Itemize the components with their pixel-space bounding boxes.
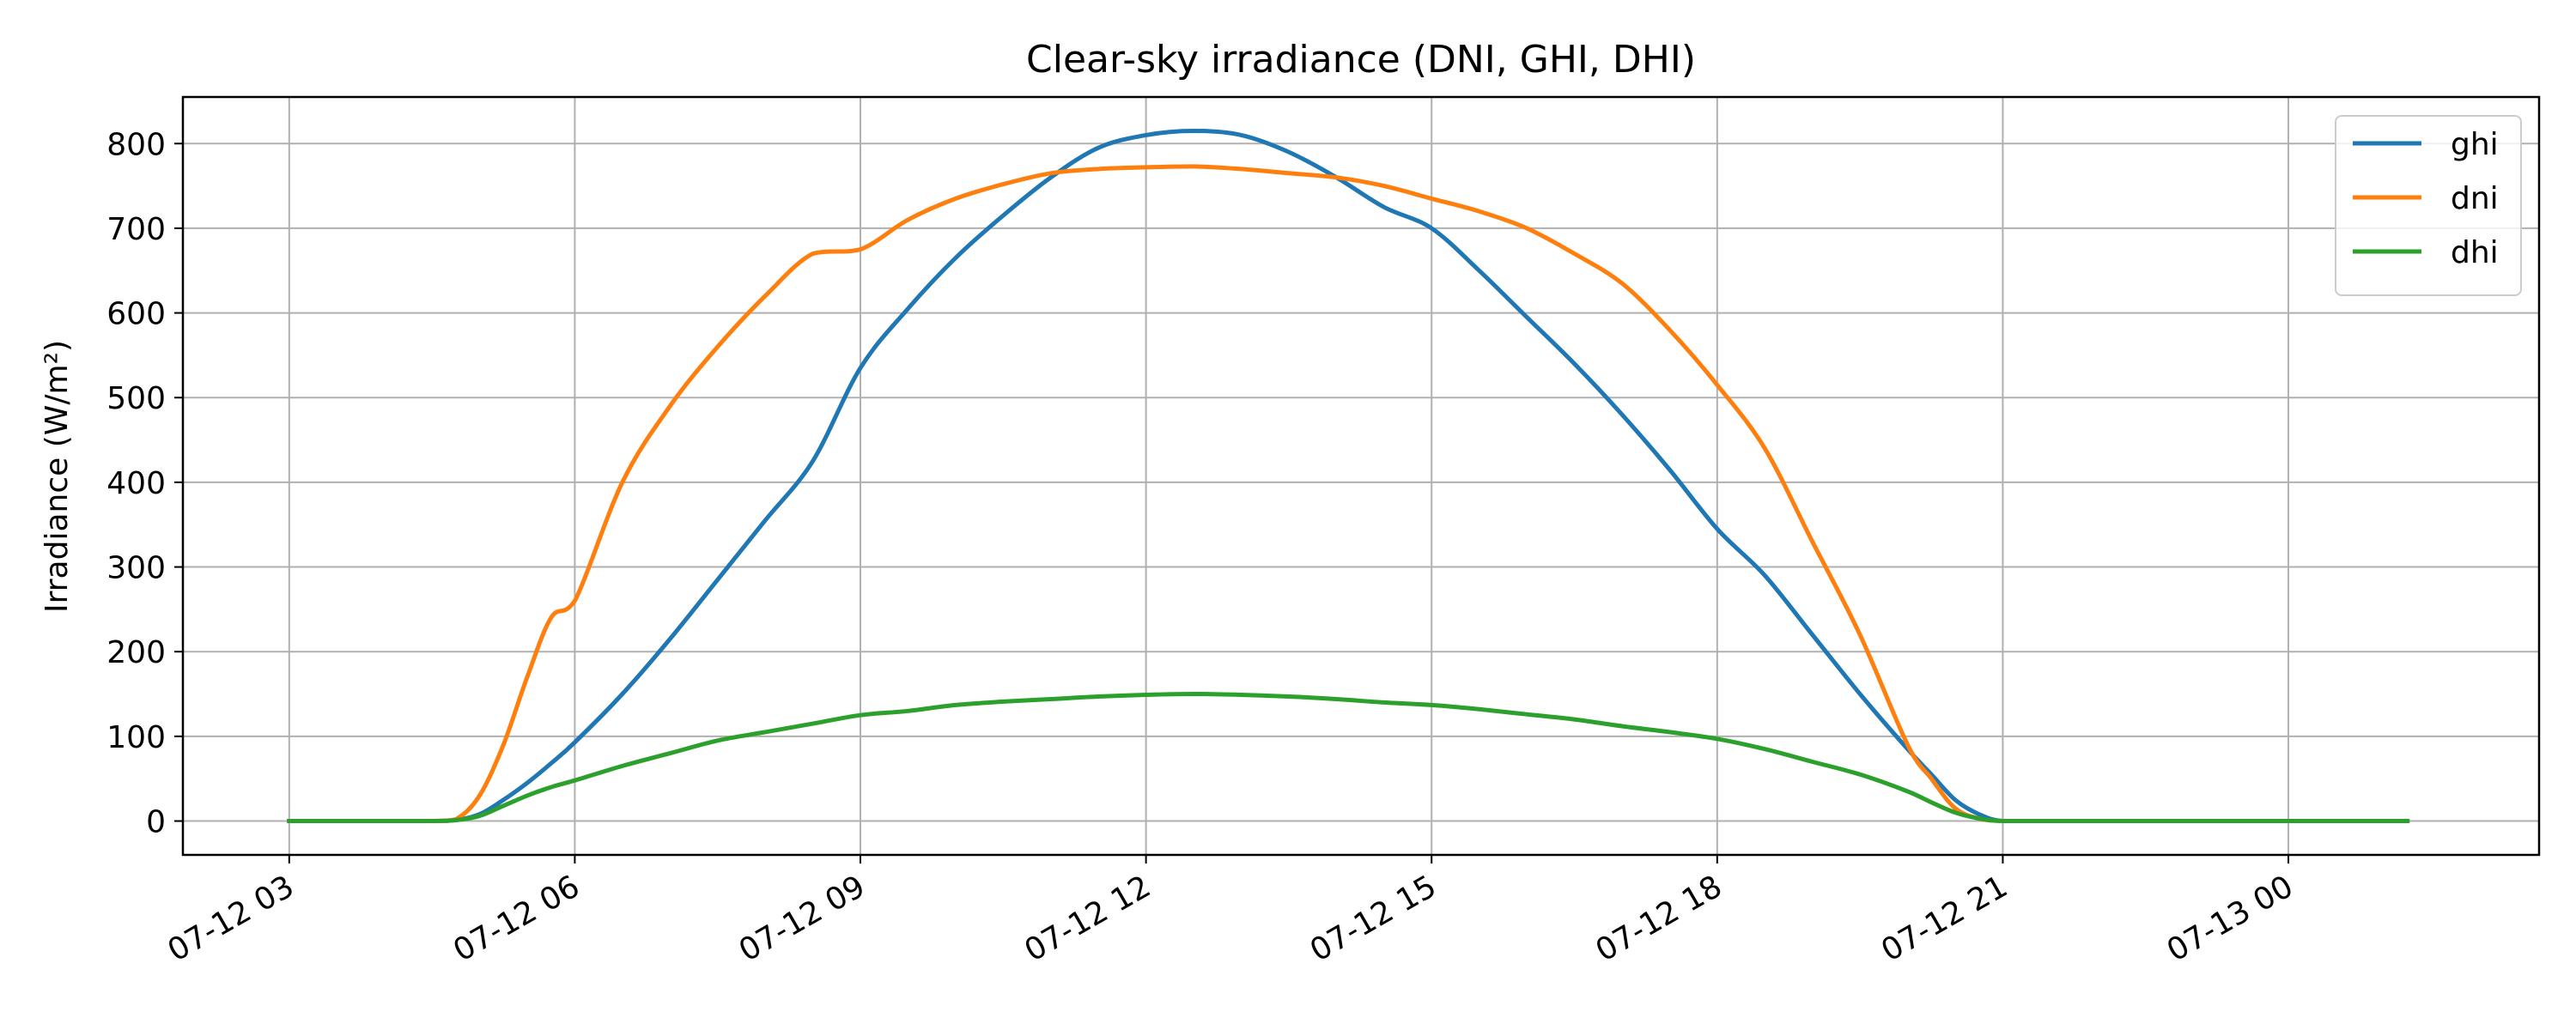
grid: [183, 97, 2539, 855]
legend-label-dhi: dhi: [2451, 235, 2499, 270]
y-tick-label: 0: [146, 805, 166, 840]
y-axis-label: Irradiance (W/m²): [39, 340, 75, 613]
plot-frame: [181, 95, 2541, 857]
y-tick-label: 800: [106, 127, 166, 162]
y-tick-label: 400: [106, 466, 166, 501]
y-tick-label: 100: [106, 720, 166, 755]
series-lines: [287, 129, 2410, 824]
y-tick-label: 500: [106, 381, 166, 416]
y-tick-label: 700: [106, 212, 166, 247]
chart-title: Clear-sky irradiance (DNI, GHI, DHI): [1026, 38, 1696, 82]
series-line-ghi: [287, 129, 2410, 824]
legend-label-dni: dni: [2451, 181, 2499, 216]
y-tick-label: 200: [106, 635, 166, 670]
y-axis: 0 100 200 300 400 500 600 700 800: [106, 127, 183, 840]
series-line-dhi: [287, 692, 2410, 824]
legend-label-ghi: ghi: [2451, 127, 2499, 162]
y-tick-label: 600: [106, 297, 166, 332]
legend: ghi dni dhi: [2335, 115, 2522, 296]
y-tick-label: 300: [106, 551, 166, 586]
